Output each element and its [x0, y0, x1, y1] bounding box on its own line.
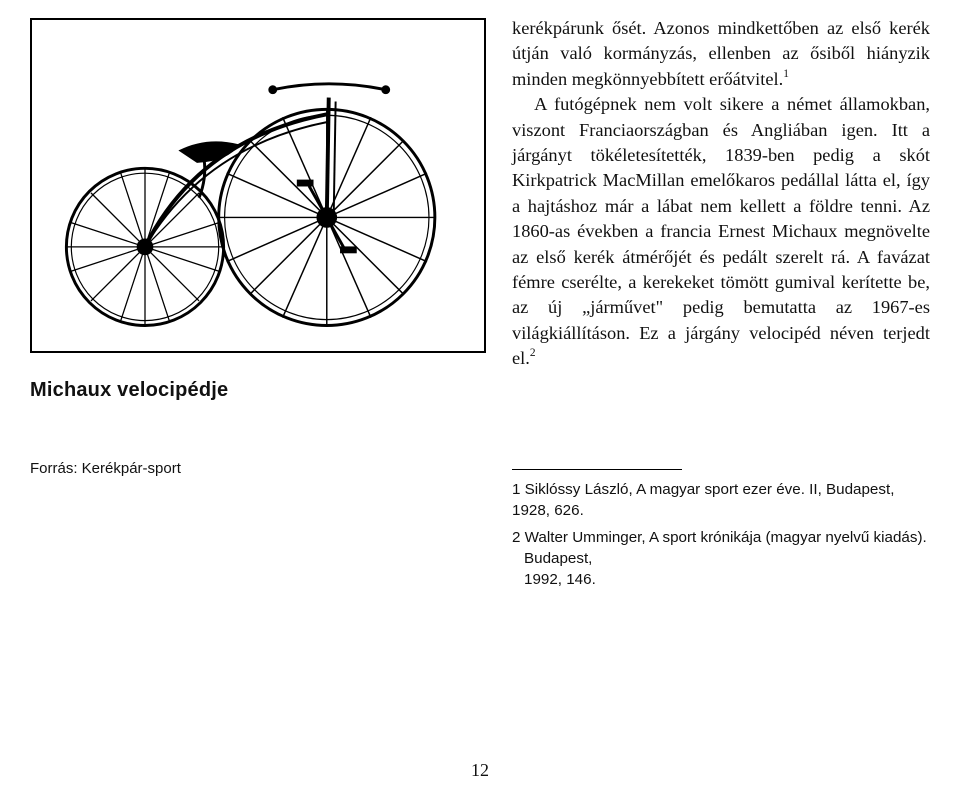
body-sentence-1: kerékpárunk ősét. Azonos mindkettőben az…: [512, 18, 930, 89]
footnotes: 1 Siklóssy László, A magyar sport ezer é…: [512, 469, 930, 591]
page-number: 12: [0, 760, 960, 781]
left-column: Michaux velocipédje Forrás: Kerékpár-spo…: [30, 10, 490, 597]
two-column-layout: Michaux velocipédje Forrás: Kerékpár-spo…: [30, 10, 930, 597]
page: Michaux velocipédje Forrás: Kerékpár-spo…: [0, 0, 960, 803]
footnote-ref-2: 2: [530, 347, 536, 359]
footnote-2-line1: 2 Walter Umminger, A sport krónikája (ma…: [512, 529, 927, 567]
right-column: kerékpárunk ősét. Azonos mindkettőben az…: [512, 10, 930, 597]
body-sentence-2: A futógépnek nem volt sikere a német áll…: [512, 94, 930, 368]
figure-velocipede: [30, 18, 486, 353]
footnote-rule: [512, 469, 682, 470]
body-text: kerékpárunk ősét. Azonos mindkettőben az…: [512, 16, 930, 371]
footnote-ref-1: 1: [783, 68, 789, 80]
figure-caption: Michaux velocipédje: [30, 379, 490, 402]
footnote-2-line2: 1992, 146.: [524, 571, 596, 588]
figure-source: Forrás: Kerékpár-sport: [30, 460, 490, 477]
footnote-1: 1 Siklóssy László, A magyar sport ezer é…: [512, 480, 930, 522]
velocipede-illustration: [32, 20, 484, 351]
footnote-2: 2 Walter Umminger, A sport krónikája (ma…: [512, 528, 930, 591]
